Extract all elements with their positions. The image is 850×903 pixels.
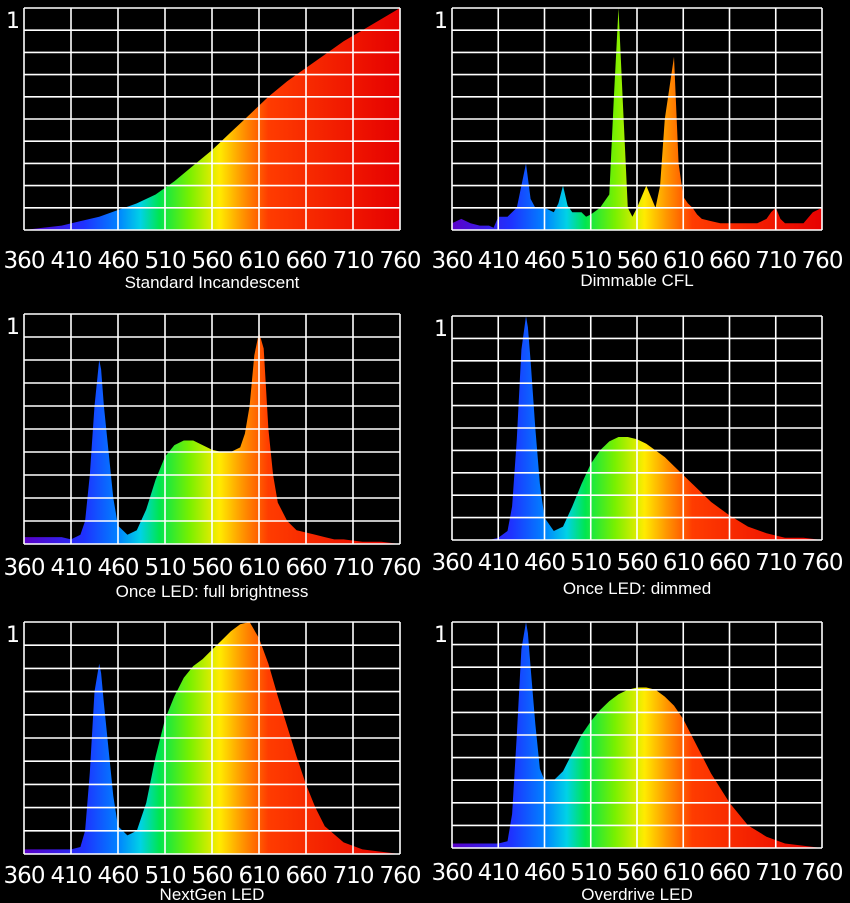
x-tick-label: 410 [478, 860, 519, 886]
spectrum-panel: 1 360 410 460 510 560 610 660 710 760 Once LED: di… [432, 315, 844, 598]
x-tick-label: 510 [570, 550, 611, 576]
y-tick-label: 1 [434, 9, 448, 34]
x-tick-label: 510 [570, 248, 611, 274]
x-tick-label: 660 [709, 248, 750, 274]
x-tick-label: 610 [663, 860, 704, 886]
x-tick-label: 360 [432, 860, 473, 886]
x-tick-label: 660 [286, 248, 327, 274]
spectrum-panel: 1 360 410 460 510 560 610 660 710 760 Standard Inc… [4, 7, 422, 292]
x-tick-label: 710 [755, 248, 796, 274]
spectrum-panel: 1 360 410 460 510 560 610 660 710 760 NextGen LED [4, 621, 422, 903]
x-tick-label: 610 [239, 555, 280, 581]
x-tick-label: 760 [380, 863, 421, 889]
x-tick-label: 660 [286, 555, 327, 581]
x-tick-label: 560 [617, 860, 658, 886]
x-tick-label: 610 [663, 550, 704, 576]
x-tick-label: 610 [239, 248, 280, 274]
x-tick-label: 710 [333, 248, 374, 274]
x-tick-label: 660 [709, 860, 750, 886]
x-tick-label: 410 [478, 550, 519, 576]
x-tick-label: 360 [4, 248, 45, 274]
x-tick-label: 410 [51, 863, 92, 889]
x-tick-label: 510 [570, 860, 611, 886]
x-tick-label: 360 [4, 863, 45, 889]
x-tick-label: 410 [478, 248, 519, 274]
panel-caption: Once LED: full brightness [116, 582, 309, 601]
x-tick-label: 710 [755, 860, 796, 886]
x-tick-label: 410 [51, 248, 92, 274]
x-tick-label: 760 [802, 860, 843, 886]
x-tick-label: 510 [145, 863, 186, 889]
y-tick-label: 1 [6, 623, 20, 648]
x-tick-label: 460 [524, 550, 565, 576]
x-tick-label: 560 [192, 863, 233, 889]
x-tick-label: 760 [802, 550, 843, 576]
x-tick-label: 610 [239, 863, 280, 889]
x-tick-label: 360 [4, 555, 45, 581]
spectrum-panel: 1 360 410 460 510 560 610 660 710 760 Once LED: fu… [4, 313, 422, 601]
x-tick-label: 410 [51, 555, 92, 581]
x-tick-label: 710 [333, 555, 374, 581]
x-tick-label: 560 [192, 555, 233, 581]
x-tick-label: 510 [145, 555, 186, 581]
panel-caption: Standard Incandescent [125, 273, 300, 292]
x-tick-label: 460 [98, 248, 139, 274]
x-tick-label: 560 [617, 248, 658, 274]
x-tick-label: 360 [432, 248, 473, 274]
x-tick-label: 460 [524, 248, 565, 274]
x-tick-label: 460 [524, 860, 565, 886]
x-tick-label: 760 [802, 248, 843, 274]
x-tick-label: 610 [663, 248, 704, 274]
x-tick-label: 510 [145, 248, 186, 274]
panel-caption: Dimmable CFL [580, 271, 693, 290]
x-tick-label: 760 [380, 248, 421, 274]
x-tick-label: 560 [617, 550, 658, 576]
y-tick-label: 1 [434, 317, 448, 342]
x-tick-label: 760 [380, 555, 421, 581]
spectrum-panel: 1 360 410 460 510 560 610 660 710 760 Dimmable CFL [432, 7, 844, 290]
panel-caption: Overdrive LED [581, 885, 692, 903]
panel-caption: Once LED: dimmed [563, 579, 711, 598]
x-tick-label: 360 [432, 550, 473, 576]
y-tick-label: 1 [6, 315, 20, 340]
spectrum-panel: 1 360 410 460 510 560 610 660 710 760 Overdrive LE… [432, 621, 844, 903]
x-tick-label: 660 [709, 550, 750, 576]
x-tick-label: 710 [755, 550, 796, 576]
x-tick-label: 560 [192, 248, 233, 274]
x-tick-label: 660 [286, 863, 327, 889]
x-tick-label: 460 [98, 863, 139, 889]
y-tick-label: 1 [434, 623, 448, 648]
panel-caption: NextGen LED [160, 885, 265, 903]
y-tick-label: 1 [6, 9, 20, 34]
x-tick-label: 460 [98, 555, 139, 581]
x-tick-label: 710 [333, 863, 374, 889]
